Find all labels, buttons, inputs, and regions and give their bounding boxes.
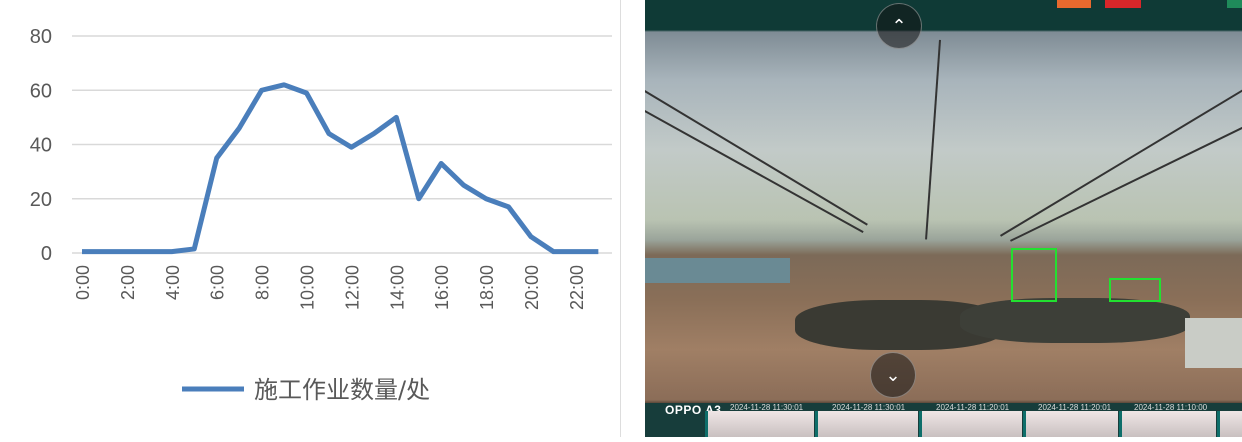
debris-pile (960, 298, 1190, 343)
line-chart: 0 20 40 60 80 0:00 2:00 4:00 6:00 8:00 10:00 12:00 1… (0, 0, 621, 437)
timestamp: 2024-11-28 11:30:01 (730, 403, 803, 412)
x-tick-label: 16:00 (432, 265, 452, 310)
power-line (926, 40, 941, 240)
timestamp: 2024-11-28 11:30:01 (832, 403, 905, 412)
chevron-up-icon[interactable]: ⌃ (876, 3, 922, 49)
legend-label: 施工作业数量/处 (254, 376, 430, 404)
chevron-down-icon[interactable]: ⌄ (870, 352, 916, 398)
chart-svg: 0 20 40 60 80 0:00 2:00 4:00 6:00 8:00 10:00 12:00 1… (0, 0, 620, 437)
y-tick-label: 40 (30, 135, 52, 157)
camera-photo: ⌃ ⌄ OPPO A3 2024-11-28 11:30:01 2024-11-… (645, 0, 1242, 437)
x-tick-label: 22:00 (567, 265, 587, 310)
x-tick-label: 4:00 (163, 265, 183, 300)
power-line (1010, 122, 1242, 242)
x-tick-label: 18:00 (477, 265, 497, 310)
thumbnail[interactable]: 2024-11-28 11:30:01 (815, 411, 918, 437)
timestamp: 2024-11-28 11:20:01 (1038, 403, 1111, 412)
toolbar-button-red[interactable] (1105, 0, 1141, 8)
thumbnail[interactable]: 2024-11-28 11:20:01 (919, 411, 1022, 437)
toolbar-button-orange[interactable] (1057, 0, 1091, 8)
series-line (82, 85, 598, 252)
detection-box (1109, 278, 1161, 302)
thumbnail[interactable]: 2024-11-28 11:10:00 (1119, 411, 1216, 437)
y-tick-label: 80 (30, 26, 52, 48)
thumbnail-strip: OPPO A3 2024-11-28 11:30:01 2024-11-28 1… (645, 403, 1242, 437)
x-tick-label: 6:00 (208, 265, 228, 300)
timestamp: 2024-11-28 11:20:01 (936, 403, 1009, 412)
detection-box (1011, 248, 1057, 302)
x-tick-label: 8:00 (253, 265, 273, 300)
power-line (1000, 86, 1242, 237)
toolbar-button-green[interactable] (1227, 0, 1242, 8)
x-tick-label: 14:00 (387, 265, 407, 310)
building (645, 258, 790, 283)
x-tick-label: 10:00 (298, 265, 318, 310)
y-tick-label: 20 (30, 189, 52, 211)
building (1185, 318, 1242, 368)
y-tick-label: 60 (30, 80, 52, 102)
x-tick-label: 2:00 (118, 265, 138, 300)
timestamp: 2024-11-28 11:10:00 (1134, 403, 1207, 412)
power-line (645, 110, 864, 233)
y-tick-label: 0 (41, 243, 52, 265)
thumbnail[interactable]: 2024-11-28 11:20:01 (1023, 411, 1118, 437)
x-tick-label: 20:00 (522, 265, 542, 310)
x-tick-label: 12:00 (342, 265, 362, 310)
x-tick-label: 0:00 (73, 265, 93, 300)
thumbnail[interactable]: 2024-11-28 11:30:01 (705, 411, 814, 437)
thumbnail[interactable] (1217, 411, 1242, 437)
power-line (645, 90, 868, 225)
